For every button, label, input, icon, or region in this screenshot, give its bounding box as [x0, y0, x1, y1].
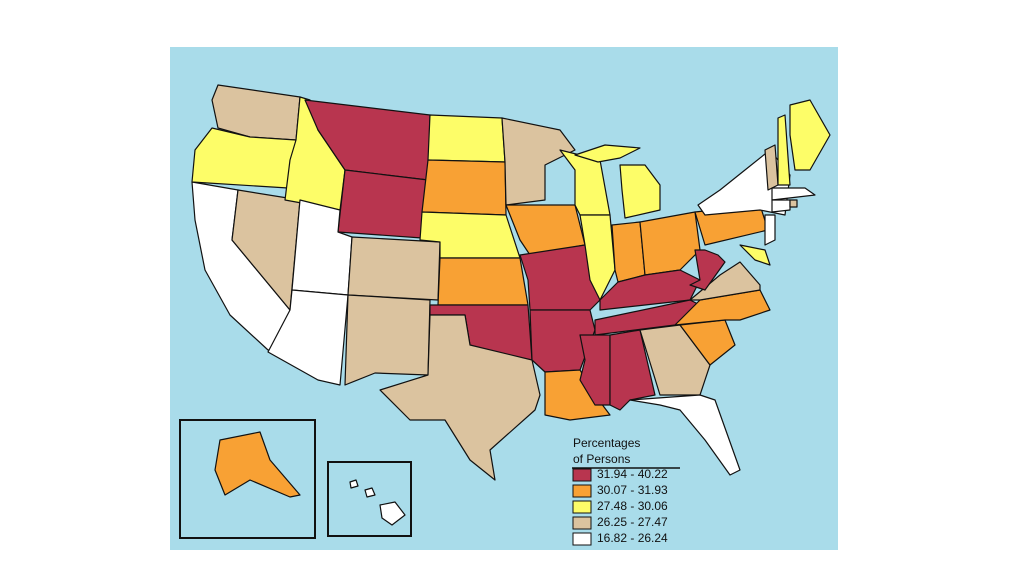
region [689, 261, 761, 301]
region [771, 187, 816, 201]
alaska-inset [179, 419, 316, 539]
legend-label: 27.48 - 30.06 [597, 499, 668, 513]
region [214, 431, 301, 498]
region [764, 144, 779, 191]
legend: Percentages of Persons 31.94 - 40.22 30.0… [572, 436, 680, 546]
region [379, 501, 406, 526]
region [789, 199, 798, 208]
region [427, 114, 506, 163]
region [689, 249, 726, 291]
region [619, 164, 661, 219]
region [344, 294, 431, 386]
states [191, 84, 831, 526]
legend-swatch [572, 516, 592, 530]
region [777, 114, 791, 186]
hawaii-inset [327, 461, 412, 537]
region [347, 236, 441, 301]
legend-label: 30.07 - 31.93 [597, 483, 668, 497]
region [337, 169, 429, 239]
region [349, 479, 359, 489]
region [629, 394, 741, 476]
legend-swatch [572, 484, 592, 498]
legend-label: 26.25 - 27.47 [597, 515, 668, 529]
region [421, 159, 507, 216]
region [501, 117, 576, 206]
legend-swatch [572, 532, 592, 546]
region [639, 211, 701, 276]
region [611, 221, 646, 283]
region [379, 314, 541, 481]
region [574, 144, 641, 163]
legend-label: 31.94 - 40.22 [597, 467, 668, 481]
region [544, 369, 611, 421]
legend-title: of Persons [573, 452, 630, 466]
region [437, 257, 529, 306]
region [364, 487, 376, 498]
region [771, 199, 791, 213]
legend-swatch [572, 468, 592, 482]
legend-swatch [572, 500, 592, 514]
region [764, 214, 776, 246]
region [599, 269, 701, 311]
region [739, 244, 771, 266]
legend-title: Percentages [573, 436, 640, 450]
region [789, 99, 831, 171]
legend-label: 16.82 - 26.24 [597, 531, 668, 545]
